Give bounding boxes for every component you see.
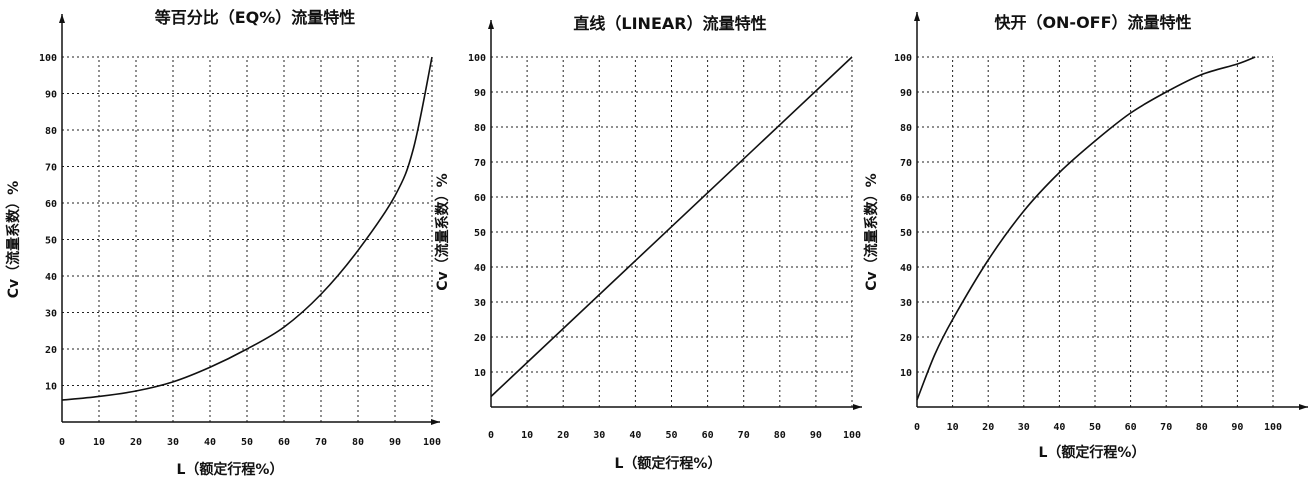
x-tick-label: 40 (204, 437, 216, 448)
y-tick-label: 40 (474, 263, 486, 274)
chart-title: 直线（LINEAR）流量特性 (573, 14, 766, 33)
y-tick-label: 90 (900, 88, 912, 99)
y-tick-label: 20 (45, 345, 57, 356)
y-tick-label: 80 (474, 123, 486, 134)
y-tick-label: 80 (45, 126, 57, 137)
y-tick-label: 80 (900, 123, 912, 134)
y-axis-arrow (488, 20, 494, 29)
y-tick-label: 10 (900, 368, 912, 379)
x-tick-label: 10 (947, 422, 959, 433)
x-tick-label: 40 (1053, 422, 1065, 433)
y-tick-label: 30 (45, 309, 57, 320)
x-axis-arrow (431, 419, 440, 425)
flow-characteristic-curve (916, 56, 1256, 401)
x-tick-label: 0 (914, 422, 920, 433)
x-tick-label: 30 (1018, 422, 1030, 433)
y-tick-label: 60 (900, 193, 912, 204)
y-tick-label: 50 (900, 228, 912, 239)
x-tick-label: 90 (1231, 422, 1243, 433)
flow-characteristic-curve (61, 56, 433, 401)
x-tick-label: 80 (352, 437, 364, 448)
x-axis-label: L（额定行程%） (1039, 444, 1146, 461)
x-tick-label: 90 (810, 430, 822, 441)
x-tick-label: 100 (423, 437, 441, 448)
x-tick-label: 10 (93, 437, 105, 448)
y-axis-label: Cv（流量系数）% (863, 173, 880, 290)
y-tick-label: 90 (45, 90, 57, 101)
x-tick-label: 60 (278, 437, 290, 448)
y-tick-label: 30 (474, 298, 486, 309)
y-tick-label: 10 (45, 382, 57, 393)
y-tick-label: 30 (900, 298, 912, 309)
x-tick-label: 20 (130, 437, 142, 448)
y-tick-label: 70 (900, 158, 912, 169)
y-tick-label: 60 (45, 199, 57, 210)
y-tick-label: 40 (900, 263, 912, 274)
x-tick-label: 90 (389, 437, 401, 448)
x-axis-label: L（额定行程%） (615, 455, 722, 472)
x-tick-label: 50 (241, 437, 253, 448)
y-tick-label: 90 (474, 88, 486, 99)
x-tick-label: 80 (1196, 422, 1208, 433)
x-tick-label: 100 (1264, 422, 1282, 433)
y-tick-label: 40 (45, 272, 57, 283)
chart-panel-3: 快开（ON-OFF）流量特性 0 10 20 30 40 50 60 70 80 90 100 10 20… (863, 12, 1308, 461)
chart-title: 等百分比（EQ%）流量特性 (154, 8, 356, 27)
x-tick-label: 10 (521, 430, 533, 441)
x-axis-arrow (1299, 404, 1308, 410)
x-tick-label: 50 (1089, 422, 1101, 433)
x-tick-label: 30 (167, 437, 179, 448)
y-axis-arrow (59, 14, 65, 23)
y-tick-label: 70 (45, 163, 57, 174)
y-tick-label: 50 (45, 236, 57, 247)
y-tick-label: 100 (39, 53, 57, 64)
y-tick-label: 20 (474, 333, 486, 344)
x-tick-label: 40 (629, 430, 641, 441)
x-axis-label: L（额定行程%） (177, 461, 284, 478)
y-tick-label: 60 (474, 193, 486, 204)
y-axis-label: Cv（流量系数）% (434, 173, 451, 290)
x-tick-label: 0 (59, 437, 65, 448)
chart-panel-1: 等百分比（EQ%）流量特性 0 10 20 30 40 50 60 70 80 90 100 10 20 3… (5, 8, 441, 478)
x-tick-label: 20 (982, 422, 994, 433)
flow-characteristic-curve (490, 56, 853, 398)
x-tick-label: 60 (702, 430, 714, 441)
y-tick-label: 20 (900, 333, 912, 344)
y-axis-arrow (914, 12, 920, 21)
y-tick-label: 70 (474, 158, 486, 169)
x-tick-label: 70 (1160, 422, 1172, 433)
x-tick-label: 60 (1125, 422, 1137, 433)
x-tick-label: 70 (738, 430, 750, 441)
y-tick-label: 100 (468, 53, 486, 64)
y-tick-label: 10 (474, 368, 486, 379)
x-tick-label: 80 (774, 430, 786, 441)
x-tick-label: 30 (593, 430, 605, 441)
y-tick-label: 50 (474, 228, 486, 239)
chart-panel-2: 直线（LINEAR）流量特性 0 10 20 30 40 50 60 70 80 90 100 10 20… (434, 14, 862, 472)
chart-title: 快开（ON-OFF）流量特性 (994, 13, 1191, 32)
x-tick-label: 0 (488, 430, 494, 441)
x-tick-label: 50 (665, 430, 677, 441)
y-axis-label: Cv（流量系数）% (5, 181, 22, 298)
x-tick-label: 70 (315, 437, 327, 448)
x-axis-arrow (853, 404, 862, 410)
x-tick-label: 100 (843, 430, 861, 441)
y-tick-label: 100 (894, 53, 912, 64)
x-tick-label: 20 (557, 430, 569, 441)
